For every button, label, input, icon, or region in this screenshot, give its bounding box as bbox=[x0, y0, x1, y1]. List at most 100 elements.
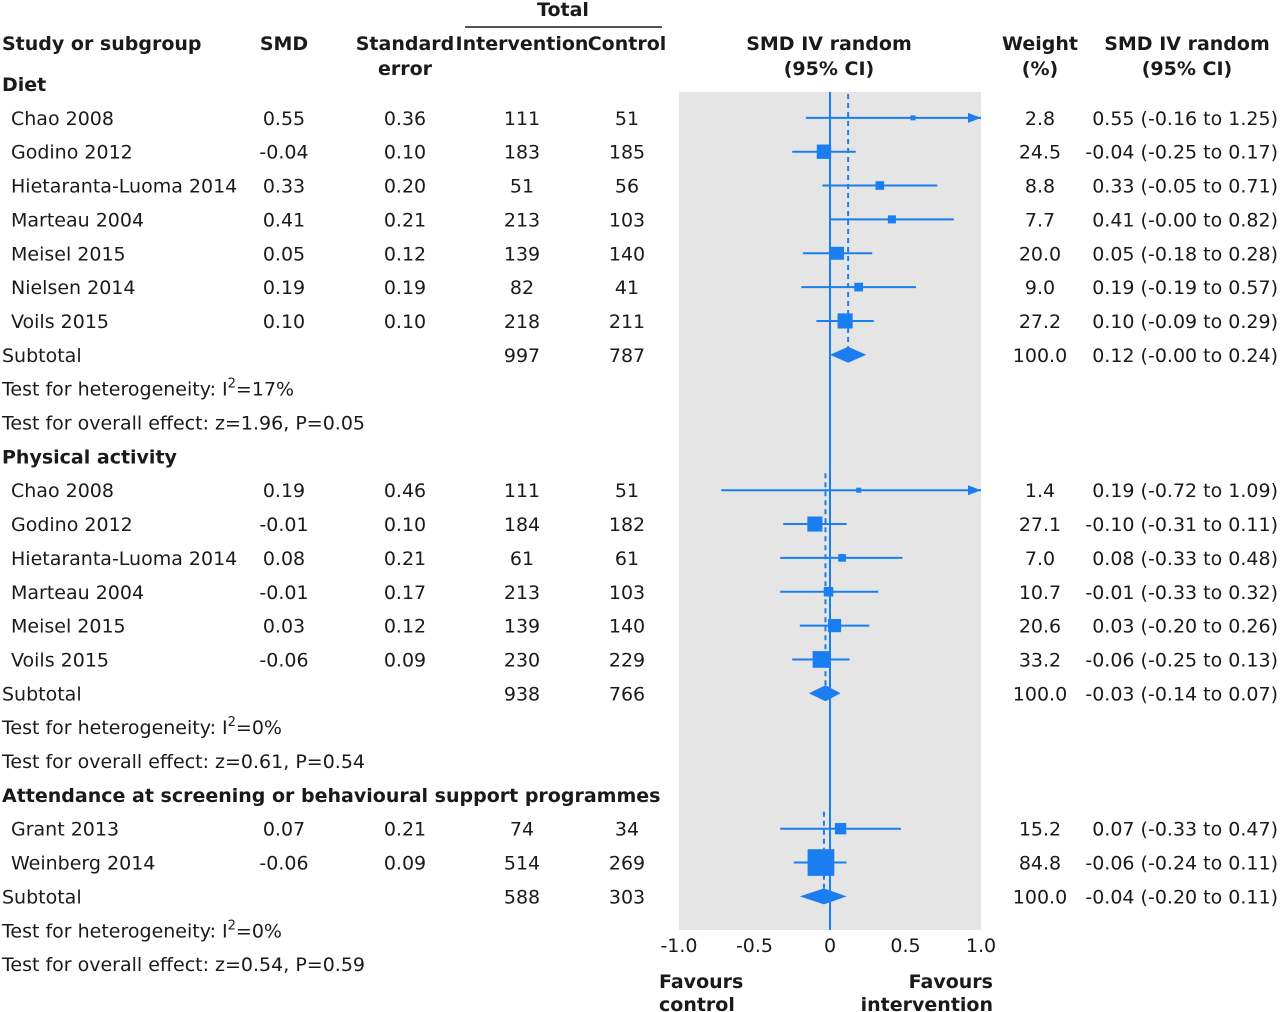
study-intervention-n: 213 bbox=[504, 209, 540, 231]
subtotal-diamond bbox=[799, 888, 847, 905]
study-name: Weinberg 2014 bbox=[11, 853, 155, 875]
study-smd: 0.10 bbox=[263, 311, 305, 333]
study-control-n: 185 bbox=[609, 142, 645, 164]
study-intervention-n: 111 bbox=[504, 480, 540, 502]
study-se: 0.10 bbox=[384, 514, 426, 536]
study-smd: 0.19 bbox=[263, 277, 305, 299]
study-control-n: 269 bbox=[609, 853, 645, 875]
study-weight: 15.2 bbox=[1019, 819, 1061, 841]
study-intervention-n: 184 bbox=[504, 514, 540, 536]
subtotal-ci: -0.04 (-0.20 to 0.11) bbox=[1085, 886, 1278, 908]
subtotal-diamond bbox=[808, 685, 841, 702]
study-se: 0.19 bbox=[384, 277, 426, 299]
subtotal-intervention-n: 938 bbox=[504, 683, 540, 705]
study-ci: -0.04 (-0.25 to 0.17) bbox=[1085, 142, 1278, 164]
subtotal-weight: 100.0 bbox=[1013, 886, 1067, 908]
study-intervention-n: 139 bbox=[504, 243, 540, 265]
study-smd: 0.41 bbox=[263, 209, 305, 231]
study-estimate-square bbox=[807, 516, 823, 532]
header-plot-line2: (95% CI) bbox=[784, 58, 874, 80]
study-smd: 0.08 bbox=[263, 548, 305, 570]
study-smd: 0.05 bbox=[263, 243, 305, 265]
study-name: Marteau 2004 bbox=[11, 582, 144, 604]
x-tick-label: 0 bbox=[824, 935, 836, 957]
superscript: 2 bbox=[228, 715, 236, 730]
study-estimate-square bbox=[816, 144, 832, 159]
study-name: Chao 2008 bbox=[11, 480, 114, 502]
table-rows: Diet Chao 2008 0.55 0.36 111 51 2.8 0.55 (-0.16… bbox=[1, 74, 1278, 976]
study-weight: 20.6 bbox=[1019, 616, 1061, 638]
subtotal-label: Subtotal bbox=[2, 886, 82, 908]
study-intervention-n: 82 bbox=[510, 277, 534, 299]
heterogeneity-value: =0% bbox=[236, 920, 282, 942]
subtotal-intervention-n: 588 bbox=[504, 886, 540, 908]
study-weight: 24.5 bbox=[1019, 142, 1061, 164]
study-smd: -0.06 bbox=[259, 853, 308, 875]
study-se: 0.21 bbox=[384, 548, 426, 570]
study-intervention-n: 74 bbox=[510, 819, 534, 841]
group-heading: Diet bbox=[2, 74, 46, 96]
study-smd: 0.07 bbox=[263, 819, 305, 841]
study-weight: 7.7 bbox=[1025, 209, 1055, 231]
study-se: 0.21 bbox=[384, 819, 426, 841]
study-estimate-square bbox=[837, 313, 853, 329]
study-control-n: 103 bbox=[609, 209, 645, 231]
study-ci: 0.33 (-0.05 to 0.71) bbox=[1092, 176, 1278, 198]
header-weight-line2: (%) bbox=[1022, 58, 1058, 80]
overall-effect-test: Test for overall effect: z=1.96, P=0.05 bbox=[1, 413, 365, 435]
study-intervention-n: 514 bbox=[504, 853, 540, 875]
group-heading: Physical activity bbox=[2, 446, 178, 468]
heterogeneity-value: =0% bbox=[236, 717, 282, 739]
study-estimate-square bbox=[910, 115, 916, 121]
x-tick-label: 0.5 bbox=[890, 935, 920, 957]
subtotal-control-n: 303 bbox=[609, 886, 645, 908]
x-tick-label: -1.0 bbox=[660, 935, 697, 957]
study-control-n: 41 bbox=[615, 277, 639, 299]
study-name: Nielsen 2014 bbox=[11, 277, 135, 299]
study-name: Grant 2013 bbox=[11, 819, 119, 841]
subtotal-diamond bbox=[830, 346, 867, 363]
study-se: 0.20 bbox=[384, 176, 426, 198]
study-intervention-n: 218 bbox=[504, 311, 540, 333]
study-smd: 0.03 bbox=[263, 616, 305, 638]
study-se: 0.12 bbox=[384, 616, 426, 638]
heterogeneity-test: Test for heterogeneity: I2=0% bbox=[1, 715, 282, 739]
study-control-n: 182 bbox=[609, 514, 645, 536]
study-estimate-square bbox=[887, 215, 896, 224]
study-estimate-square bbox=[834, 823, 847, 835]
study-control-n: 51 bbox=[615, 480, 639, 502]
study-weight: 27.2 bbox=[1019, 311, 1061, 333]
subtotal-ci: 0.12 (-0.00 to 0.24) bbox=[1092, 345, 1278, 367]
subtotal-control-n: 766 bbox=[609, 683, 645, 705]
subtotal-control-n: 787 bbox=[609, 345, 645, 367]
study-control-n: 51 bbox=[615, 108, 639, 130]
study-ci: 0.03 (-0.20 to 0.26) bbox=[1092, 616, 1278, 638]
x-axis: -1.0 -0.5 0 0.5 1.0 bbox=[660, 935, 996, 957]
group-heading: Attendance at screening or behavioural s… bbox=[2, 785, 660, 807]
study-estimate-square bbox=[875, 181, 885, 190]
study-control-n: 103 bbox=[609, 582, 645, 604]
study-ci: 0.07 (-0.33 to 0.47) bbox=[1092, 819, 1278, 841]
study-smd: 0.19 bbox=[263, 480, 305, 502]
study-estimate-square bbox=[838, 554, 846, 562]
study-name: Meisel 2015 bbox=[11, 243, 126, 265]
subtotal-label: Subtotal bbox=[2, 345, 82, 367]
study-ci: 0.05 (-0.18 to 0.28) bbox=[1092, 243, 1278, 265]
study-weight: 10.7 bbox=[1019, 582, 1061, 604]
study-estimate-square bbox=[854, 282, 864, 292]
favours-control-line2: control bbox=[659, 994, 735, 1012]
study-smd: -0.01 bbox=[259, 514, 308, 536]
study-name: Voils 2015 bbox=[11, 649, 109, 671]
study-se: 0.09 bbox=[384, 853, 426, 875]
study-se: 0.36 bbox=[384, 108, 426, 130]
study-ci: 0.41 (-0.00 to 0.82) bbox=[1092, 209, 1278, 231]
study-control-n: 56 bbox=[615, 176, 639, 198]
heterogeneity-value: =17% bbox=[236, 379, 294, 401]
favours-intervention-line2: intervention bbox=[861, 994, 993, 1012]
study-ci: 0.08 (-0.33 to 0.48) bbox=[1092, 548, 1278, 570]
study-se: 0.12 bbox=[384, 243, 426, 265]
header-smd: SMD bbox=[260, 33, 308, 55]
study-intervention-n: 213 bbox=[504, 582, 540, 604]
study-ci: 0.19 (-0.19 to 0.57) bbox=[1092, 277, 1278, 299]
